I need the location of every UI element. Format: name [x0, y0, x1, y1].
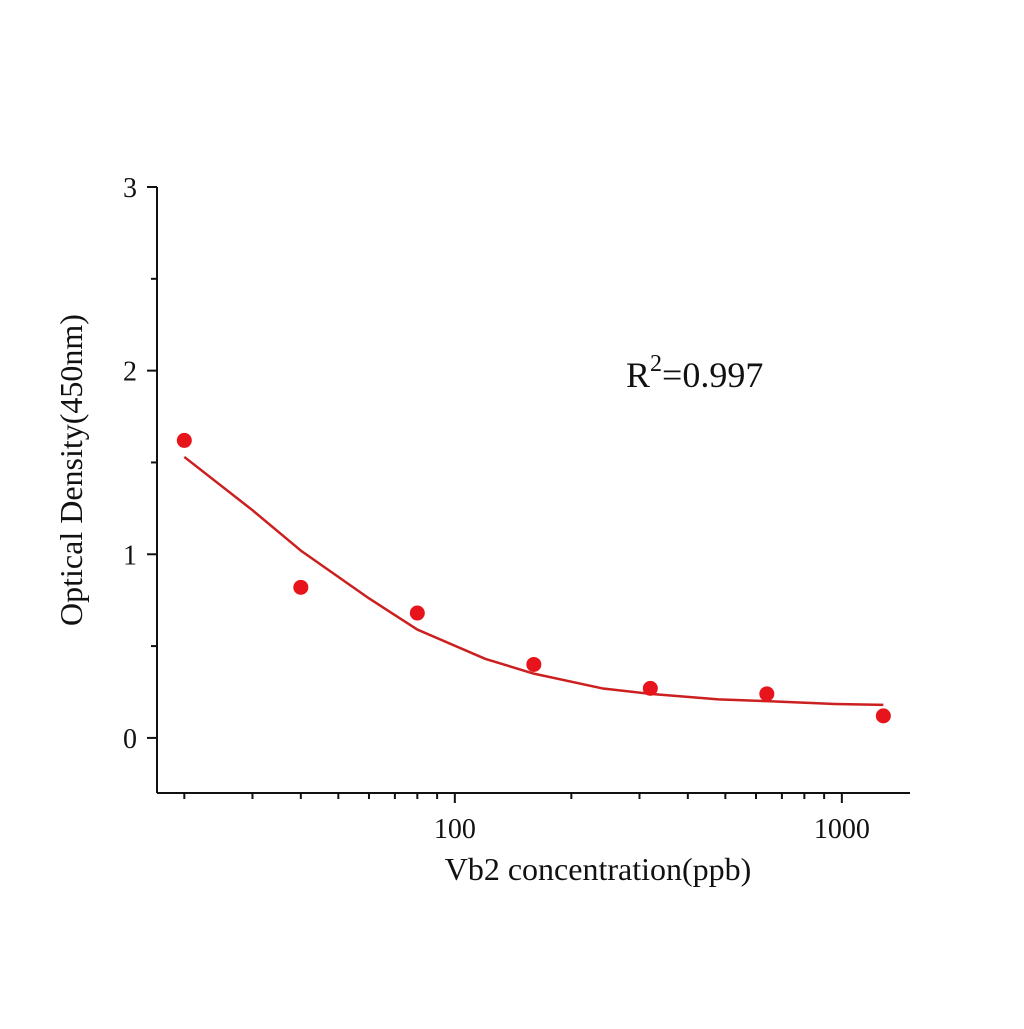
y-tick-label: 1 — [123, 540, 137, 571]
r-squared-superscript: 2 — [650, 351, 662, 377]
data-point — [176, 432, 192, 448]
data-point — [293, 579, 309, 595]
y-tick-label: 2 — [123, 357, 137, 388]
r-squared-annotation: R2=0.997 — [626, 351, 763, 395]
y-tick-label: 3 — [123, 173, 137, 204]
x-axis-title: Vb2 concentration(ppb) — [445, 851, 752, 887]
data-point — [875, 708, 891, 724]
x-tick-label: 1000 — [814, 814, 870, 845]
y-tick-label: 0 — [123, 724, 137, 755]
r-squared-value: =0.997 — [662, 355, 763, 395]
data-point — [759, 686, 775, 702]
data-point — [642, 680, 658, 696]
y-axis-title: Optical Density(450nm) — [53, 314, 89, 626]
data-point — [526, 656, 542, 672]
labels-layer: Vb2 concentration(ppb) Optical Density(4… — [53, 314, 763, 887]
data-points-layer — [176, 432, 891, 724]
axes-layer: 0 1 2 3 100 1000 — [123, 173, 910, 845]
x-tick-label: 100 — [434, 814, 476, 845]
data-point — [409, 605, 425, 621]
r-squared-prefix: R — [626, 355, 650, 395]
